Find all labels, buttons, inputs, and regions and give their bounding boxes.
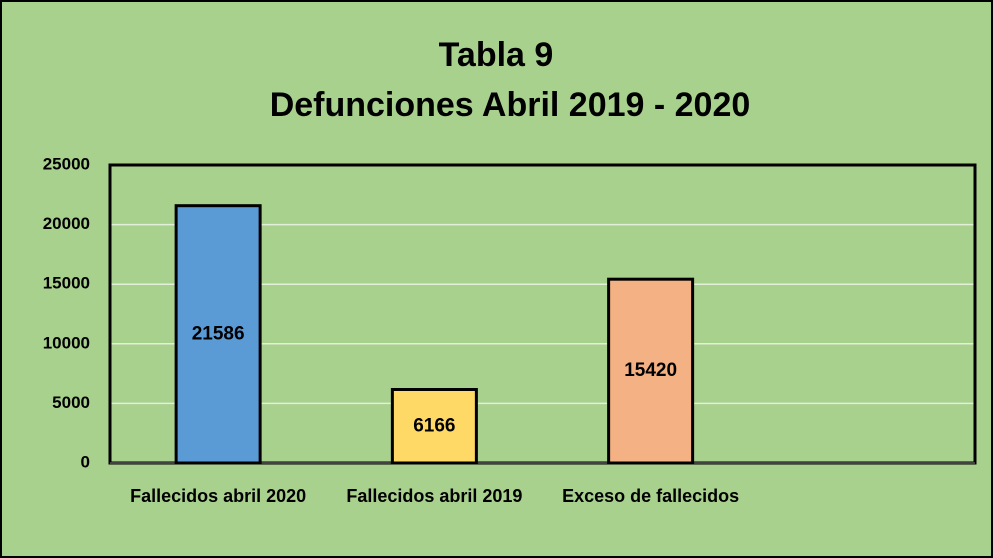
y-tick-label: 0 [81, 452, 90, 471]
y-tick-label: 10000 [43, 333, 90, 352]
y-tick-label: 20000 [43, 214, 90, 233]
y-tick-label: 5000 [52, 393, 90, 412]
bar [607, 277, 695, 465]
x-tick-label: Fallecidos abril 2020 [130, 486, 307, 506]
x-tick-label: Exceso de fallecidos [562, 486, 740, 506]
chart-subtitle: Defunciones Abril 2019 - 2020 [270, 86, 751, 124]
chart-title: Tabla 9 [439, 36, 554, 74]
y-tick-label: 25000 [43, 154, 90, 173]
y-tick-label: 15000 [43, 274, 90, 293]
bar [174, 204, 262, 465]
x-tick-label: Fallecidos abril 2019 [346, 486, 523, 506]
bar [390, 388, 478, 465]
data-label: 6166 [413, 415, 455, 436]
data-label: 15420 [624, 360, 677, 381]
data-label: 21586 [192, 323, 245, 344]
